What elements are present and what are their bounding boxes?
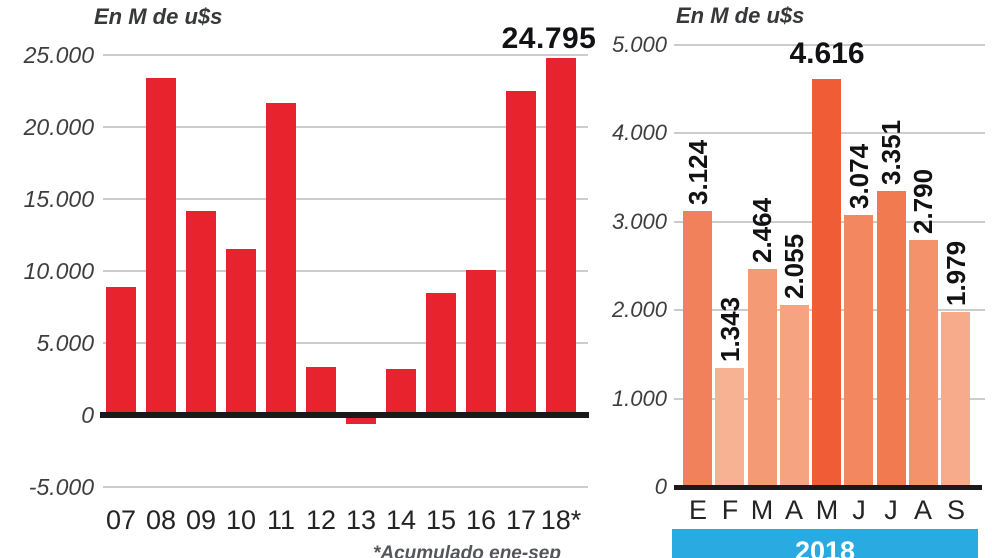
bar-value-label: 2.464 [747, 197, 777, 263]
y-tick-label: 15.000 [23, 186, 94, 212]
bar-value-label: 3.351 [876, 119, 906, 185]
x-tick-label: E [688, 495, 707, 525]
bar-14 [386, 369, 416, 415]
bar-J-5 [844, 215, 873, 487]
bar-18* [546, 58, 576, 415]
bar-16 [466, 270, 496, 415]
x-tick-label: J [852, 495, 866, 525]
bar-value-label: 4.616 [789, 37, 865, 70]
x-axis-line [674, 485, 982, 490]
x-tick-label: S [946, 495, 965, 525]
x-tick-label: F [721, 495, 739, 525]
x-tick-label: 11 [266, 505, 296, 535]
bar-17 [506, 91, 536, 415]
bar-M-2 [748, 269, 777, 487]
x-tick-label: J [884, 495, 898, 525]
gridline [103, 342, 588, 344]
x-tick-label: 10 [225, 505, 257, 535]
x-tick-label: 13 [345, 505, 377, 535]
year-banner-label: 2018 [794, 536, 856, 558]
peak-value-label: 24.795 [501, 22, 597, 55]
x-tick-label: A [784, 495, 803, 525]
gridline [103, 126, 588, 128]
y-tick-label: 3.000 [611, 209, 667, 234]
bar-value-label: 3.074 [844, 143, 874, 209]
x-tick-label: M [750, 495, 774, 525]
bar-value-label: 1.343 [715, 296, 745, 362]
gridline [103, 198, 588, 200]
y-tick-label: -5.000 [28, 474, 94, 500]
x-tick-label: 07 [105, 505, 137, 535]
y-tick-label: 10.000 [23, 258, 94, 284]
bar-12 [306, 367, 336, 415]
x-tick-label: A [913, 495, 932, 525]
bar-value-label: 3.124 [683, 139, 713, 205]
y-tick-label: 20.000 [23, 114, 94, 140]
bar-10 [226, 249, 256, 415]
bar-F-1 [715, 368, 744, 487]
year-banner: 2018 [672, 529, 978, 558]
x-tick-label: 12 [305, 505, 337, 535]
bar-08 [146, 78, 176, 415]
gridline [103, 270, 588, 272]
gridline [674, 44, 985, 46]
bar-S-8 [941, 312, 970, 487]
x-tick-label: 15 [425, 505, 457, 535]
bar-J-6 [877, 191, 906, 487]
x-tick-label: M [815, 495, 839, 525]
bar-11 [266, 103, 296, 415]
y-tick-label: 4.000 [611, 120, 667, 145]
bar-value-label: 2.055 [779, 233, 809, 299]
bar-value-label: 2.790 [908, 168, 938, 234]
monthly-chart-title: En M de u$s [676, 3, 805, 28]
x-tick-label: 14 [385, 505, 417, 535]
y-tick-label: 5.000 [36, 330, 94, 356]
bar-value-label: 1.979 [941, 240, 971, 306]
x-tick-label: 08 [145, 505, 177, 535]
x-tick-label: 09 [185, 505, 217, 535]
x-tick-label: 16 [465, 505, 497, 535]
gridline [103, 486, 588, 488]
footnote: *Acumulado ene-sep [373, 543, 561, 558]
y-tick-label: 2.000 [611, 297, 667, 322]
gridline [103, 54, 588, 56]
x-tick-label: 18* [540, 505, 582, 535]
bar-M-4 [812, 79, 841, 487]
y-tick-label: 0 [81, 402, 94, 428]
y-tick-label: 5.000 [611, 32, 667, 57]
bar-15 [426, 293, 456, 415]
bar-A-3 [780, 305, 809, 487]
bar-E-0 [683, 211, 712, 487]
x-tick-label: 17 [505, 505, 537, 535]
bar-09 [186, 211, 216, 415]
y-tick-label: 1.000 [611, 386, 667, 411]
y-tick-label: 25.000 [23, 42, 94, 68]
y-tick-label: 0 [654, 474, 667, 499]
bar-07 [106, 287, 136, 415]
annual-chart-title: En M de u$s [94, 4, 223, 29]
x-axis-line [100, 412, 589, 418]
bar-A-7 [909, 240, 938, 487]
bar-13 [346, 415, 376, 424]
